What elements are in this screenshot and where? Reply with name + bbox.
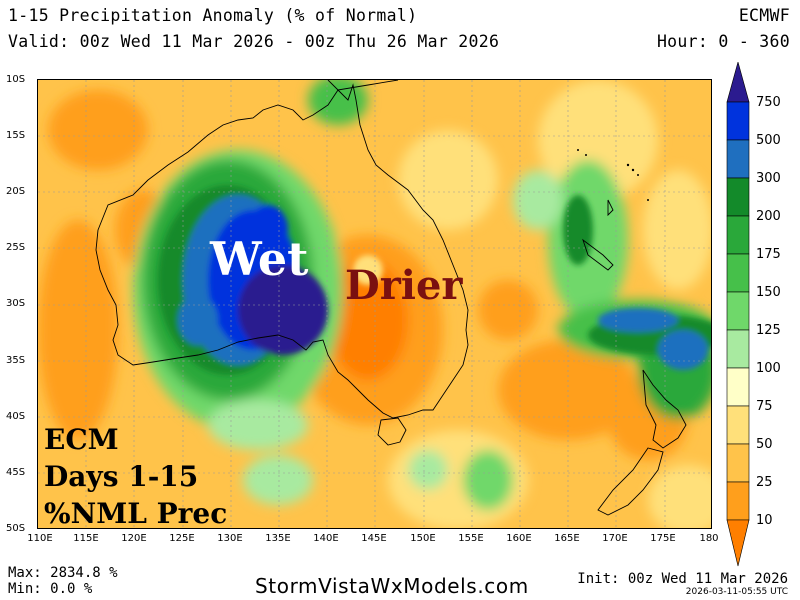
- model-name: ECMWF: [738, 6, 790, 25]
- new-zealand-north-island: [642, 369, 687, 449]
- forecast-hour-range: Hour: 0 - 360: [656, 32, 790, 51]
- lon-label-155e: 155E: [458, 533, 484, 544]
- legend-swatch-50-75: [726, 405, 750, 445]
- lon-label-150e: 150E: [410, 533, 436, 544]
- legend-swatch-100-125: [726, 329, 750, 369]
- drier-annotation: Drier: [345, 262, 463, 309]
- legend-swatch-500-750: [726, 101, 750, 141]
- legend-label-100: 100: [756, 361, 781, 376]
- precipitation-anomaly-map: [37, 79, 712, 529]
- legend-label-50: 50: [756, 437, 773, 452]
- lon-label-140e: 140E: [313, 533, 339, 544]
- legend-label-150: 150: [756, 285, 781, 300]
- model-label-line2: Days 1-15: [44, 460, 199, 493]
- init-time: Init: 00z Wed 11 Mar 2026: [577, 571, 788, 587]
- lon-label-125e: 125E: [169, 533, 195, 544]
- lat-label-25s: 25S: [6, 242, 26, 253]
- lon-label-165e: 165E: [554, 533, 580, 544]
- legend-label-500: 500: [756, 133, 781, 148]
- new-zealand-south-island: [597, 447, 664, 516]
- lat-label-30s: 30S: [6, 298, 26, 309]
- generated-timestamp: 2026-03-11-05:55 UTC: [685, 587, 788, 597]
- lat-label-10s: 10S: [6, 74, 26, 85]
- lon-label-115e: 115E: [73, 533, 99, 544]
- legend-label-125: 125: [756, 323, 781, 338]
- legend-label-10: 10: [756, 513, 773, 528]
- australia-coastline: [95, 83, 469, 419]
- legend-swatch-175-200: [726, 215, 750, 255]
- legend-swatch-10-25: [726, 481, 750, 521]
- new-caledonia-coastline: [582, 238, 614, 271]
- lat-label-20s: 20S: [6, 186, 26, 197]
- lat-label-45s: 45S: [6, 467, 26, 478]
- model-label-line1: ECM: [44, 423, 119, 456]
- tasmania-coastline: [377, 417, 407, 446]
- map-canvas: [38, 80, 711, 528]
- legend-swatch-75-100: [726, 367, 750, 407]
- legend-swatch-300-500: [726, 139, 750, 179]
- new-guinea-coastline: [327, 80, 399, 91]
- lon-label-175e: 175E: [650, 533, 676, 544]
- legend-swatch-25-50: [726, 443, 750, 483]
- lon-label-130e: 130E: [217, 533, 243, 544]
- model-label-line3: %NML Prec: [44, 497, 228, 530]
- legend-bottom-arrow: [726, 519, 750, 567]
- site-name: StormVistaWxModels.com: [255, 574, 529, 598]
- legend-label-25: 25: [756, 475, 773, 490]
- map-title: 1-15 Precipitation Anomaly (% of Normal): [8, 6, 418, 25]
- lon-label-160e: 160E: [506, 533, 532, 544]
- vanuatu-coastline: [607, 199, 614, 217]
- lat-label-15s: 15S: [6, 130, 26, 141]
- legend-swatch-125-150: [726, 291, 750, 331]
- min-value: Min: 0.0 %: [8, 581, 93, 597]
- lon-label-120e: 120E: [121, 533, 147, 544]
- color-legend-bar: [726, 62, 750, 567]
- lon-label-135e: 135E: [265, 533, 291, 544]
- heavy-rain-core: [158, 185, 711, 375]
- legend-label-175: 175: [756, 247, 781, 262]
- legend-label-75: 75: [756, 399, 773, 414]
- lon-label-170e: 170E: [602, 533, 628, 544]
- small-islands: [577, 149, 649, 201]
- legend-swatch-200-300: [726, 177, 750, 217]
- lon-label-180: 180: [699, 533, 719, 544]
- lon-label-110e: 110E: [27, 533, 53, 544]
- lat-label-50s: 50S: [6, 523, 26, 534]
- lat-label-40s: 40S: [6, 411, 26, 422]
- valid-period: Valid: 00z Wed 11 Mar 2026 - 00z Thu 26 …: [8, 32, 500, 51]
- coastlines: [95, 80, 687, 516]
- legend-label-300: 300: [756, 171, 781, 186]
- lon-label-145e: 145E: [361, 533, 387, 544]
- max-value: Max: 2834.8 %: [8, 565, 118, 581]
- legend-swatch-150-175: [726, 253, 750, 293]
- legend-label-200: 200: [756, 209, 781, 224]
- legend-label-750: 750: [756, 95, 781, 110]
- lat-label-35s: 35S: [6, 355, 26, 366]
- wet-annotation: Wet: [210, 232, 309, 286]
- legend-top-arrow: [726, 62, 750, 103]
